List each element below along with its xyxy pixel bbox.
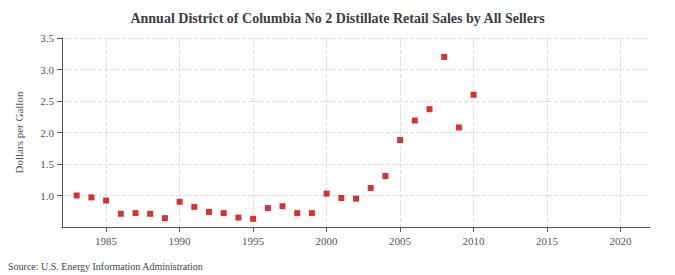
svg-text:Source: U.S. Energy Informatio: Source: U.S. Energy Information Administ… (8, 261, 203, 272)
svg-text:3.5: 3.5 (40, 32, 54, 44)
svg-text:1985: 1985 (95, 235, 118, 247)
svg-text:2.5: 2.5 (40, 95, 54, 107)
svg-text:2000: 2000 (316, 235, 339, 247)
svg-text:Annual District of Columbia No: Annual District of Columbia No 2 Distill… (130, 11, 545, 26)
svg-text:2.0: 2.0 (40, 127, 54, 139)
svg-text:1.0: 1.0 (40, 190, 54, 202)
svg-text:1995: 1995 (242, 235, 265, 247)
svg-text:2015: 2015 (536, 235, 559, 247)
svg-text:2020: 2020 (610, 235, 633, 247)
svg-text:2005: 2005 (389, 235, 412, 247)
svg-text:Dollars per Gallon: Dollars per Gallon (13, 91, 25, 173)
svg-text:3.0: 3.0 (40, 64, 54, 76)
svg-text:1.5: 1.5 (40, 158, 54, 170)
svg-text:2010: 2010 (463, 235, 486, 247)
svg-text:1990: 1990 (169, 235, 192, 247)
